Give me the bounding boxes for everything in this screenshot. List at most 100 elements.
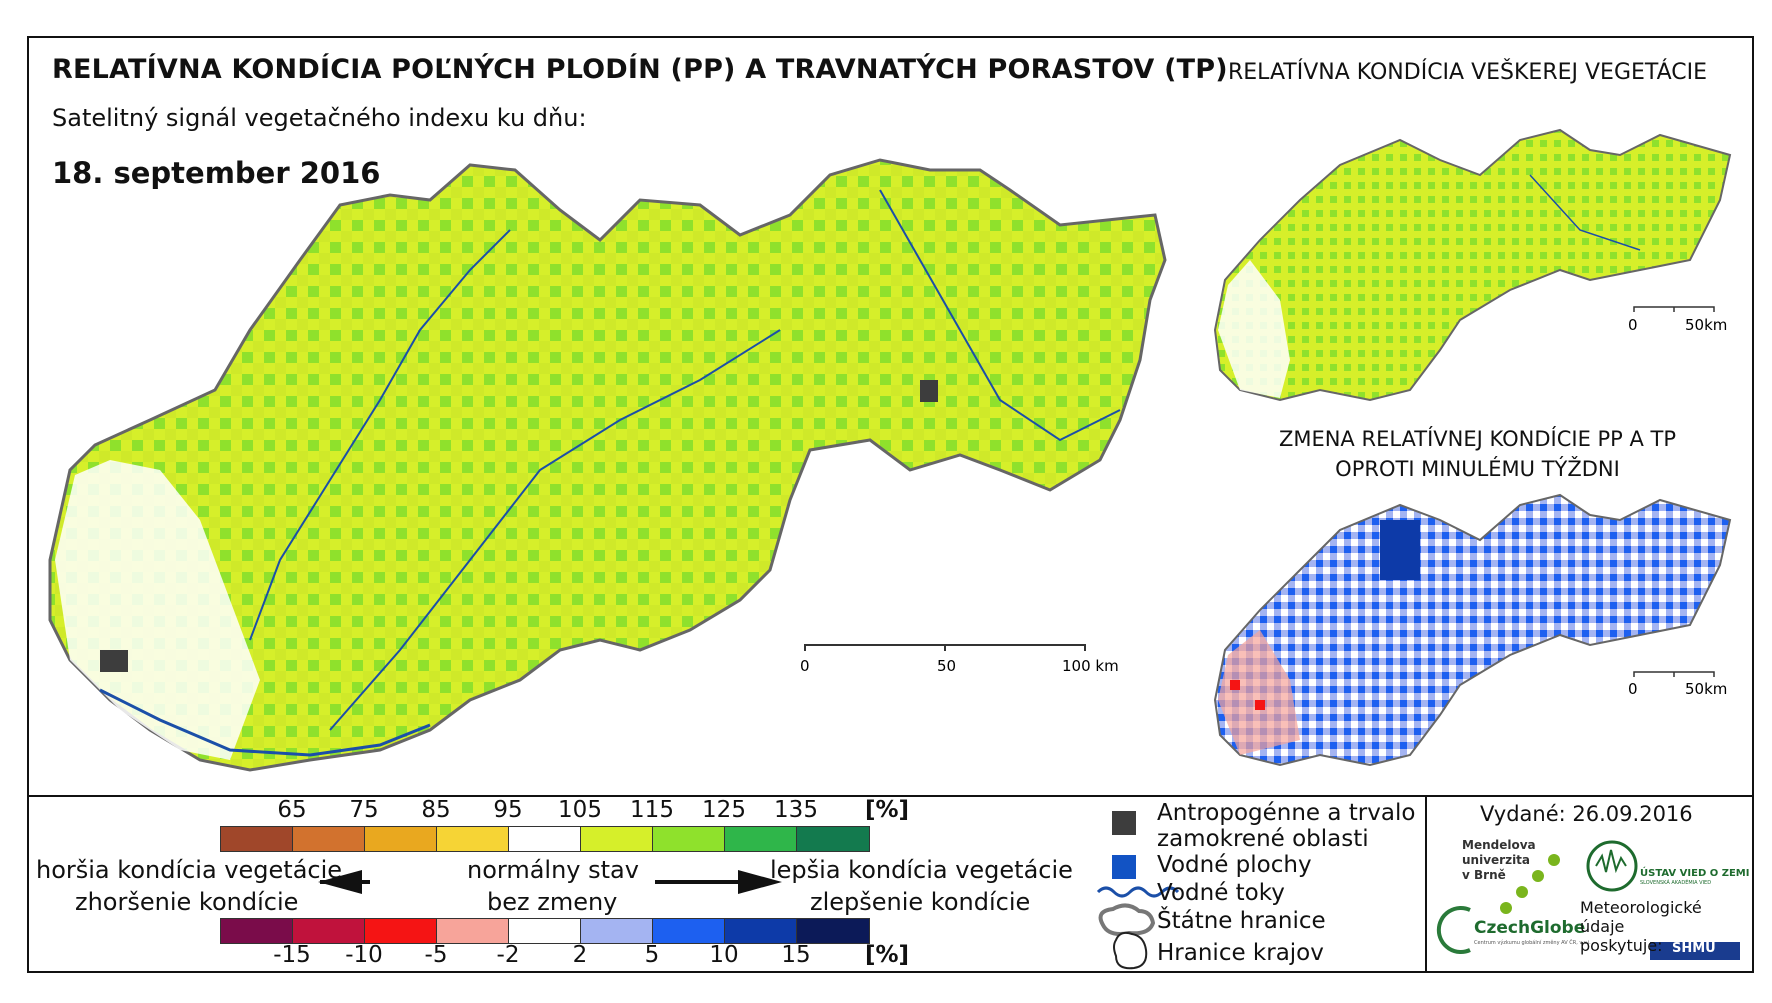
main-map-territory (48, 158, 1167, 772)
change-tick-label: 5 (644, 942, 660, 968)
mendel-line1: Mendelova (1462, 838, 1536, 852)
worse-condition-label: horšia kondícia vegetácie (36, 856, 343, 884)
change-tick-label: -10 (345, 942, 383, 968)
condition-scale-unit: [%] (865, 797, 910, 823)
condition-tick-label: 105 (558, 797, 602, 823)
normal-state-label: normálny stav (467, 856, 639, 884)
condition-tick-label: 85 (421, 797, 451, 823)
condition-swatch-2 (365, 827, 437, 851)
change-swatch-6 (653, 919, 725, 943)
map-frame (27, 36, 1754, 973)
state-border-label: Štátne hranice (1157, 908, 1326, 934)
change-tick-label: -5 (424, 942, 448, 968)
change-swatch-0 (221, 919, 293, 943)
meteo-line1: Meteorologické (1580, 898, 1702, 917)
change-swatch-7 (725, 919, 797, 943)
improvement-label: zlepšenie kondície (810, 888, 1031, 916)
change-map (1213, 493, 1732, 767)
left-arrow-head (318, 870, 362, 894)
meteo-line3: poskytuje: (1580, 936, 1663, 955)
vegetation-map-river (1529, 174, 1641, 251)
issue-date: Vydané: 26.09.2016 (1480, 802, 1693, 826)
vegetation-map-territory (1213, 128, 1732, 402)
main-scalebar-label-2: 100 km (1062, 657, 1119, 675)
condition-swatch-3 (437, 827, 509, 851)
change-tick-label: 10 (709, 942, 739, 968)
czechglobe-small-text: Centrum výzkumu globální změny AV ČR, v.… (1474, 940, 1591, 946)
vegetation-map-west (1218, 260, 1290, 398)
change-map-west-mixed (1218, 630, 1300, 755)
issue-panel (1425, 795, 1754, 973)
change-swatch-1 (293, 919, 365, 943)
change-map-improvement-area (1380, 520, 1420, 580)
change-map-decline-cell (1255, 700, 1265, 710)
condition-swatch-7 (725, 827, 797, 851)
change-swatch-8 (797, 919, 869, 943)
main-scalebar: 0 50 100 km (800, 644, 1119, 675)
condition-swatch-6 (653, 827, 725, 851)
condition-color-scale (220, 826, 870, 852)
river-legend-icon (1096, 886, 1180, 898)
region-border-icon (1113, 931, 1148, 970)
small-scalebar-top: 0 50km (1628, 306, 1727, 334)
change-tick-label: 15 (781, 942, 811, 968)
condition-tick-label: 115 (630, 797, 674, 823)
condition-tick-label: 65 (277, 797, 307, 823)
main-scalebar-label-0: 0 (800, 657, 810, 675)
main-scalebar-label-1: 50 (937, 657, 956, 675)
main-condition-map (48, 158, 1167, 772)
main-map-river-vah (249, 229, 511, 641)
better-condition-label: lepšia kondícia vegetácie (770, 856, 1073, 884)
change-swatch-3 (437, 919, 509, 943)
small-scalebar-top-1: 50km (1685, 316, 1727, 334)
main-map-river-east (879, 189, 1121, 442)
small-scalebar-bottom-0: 0 (1628, 680, 1638, 698)
region-border-label: Hranice krajov (1157, 940, 1324, 966)
condition-tick-label: 95 (493, 797, 523, 823)
condition-swatch-8 (797, 827, 869, 851)
condition-swatch-5 (581, 827, 653, 851)
uvoz-text: ÚSTAV VIED O ZEMI (1640, 868, 1750, 879)
condition-swatch-1 (293, 827, 365, 851)
change-tick-label: -15 (273, 942, 311, 968)
change-swatch-2 (365, 919, 437, 943)
condition-tick-label: 135 (774, 797, 818, 823)
small-scalebar-bottom-1: 50km (1685, 680, 1727, 698)
water-body-label: Vodné plochy (1157, 852, 1312, 878)
map-date: 18. september 2016 (52, 156, 381, 190)
legend-panel (27, 795, 1754, 973)
no-change-label: bez zmeny (487, 888, 618, 916)
mendel-line3: v Brně (1462, 868, 1506, 882)
czechglobe-text: CzechGlobe (1474, 918, 1586, 938)
change-color-scale (220, 918, 870, 944)
meteo-line2: údaje (1580, 917, 1625, 936)
anthropogenic-label-2: zamokrené oblasti (1157, 826, 1369, 852)
change-map-territory (1213, 493, 1732, 767)
condition-swatch-0 (221, 827, 293, 851)
map-subtitle: Satelitný signál vegetačného indexu ku d… (52, 104, 587, 132)
condition-tick-label: 125 (702, 797, 746, 823)
map-title: RELATÍVNA KONDÍCIA POĽNÝCH PLODÍN (PP) A… (52, 54, 1228, 85)
change-tick-label: 2 (572, 942, 588, 968)
change-map-decline-cell (1230, 680, 1240, 690)
mendel-logo-text: Mendelova univerzita v Brně (1462, 838, 1536, 883)
change-map-title: ZMENA RELATÍVNEJ KONDÍCIE PP A TP OPROTI… (1195, 424, 1760, 484)
main-map-river-hron (329, 329, 781, 731)
right-arrow-head (738, 870, 782, 894)
condition-tick-label: 75 (349, 797, 379, 823)
change-tick-label: -2 (496, 942, 520, 968)
small-scalebar-top-0: 0 (1628, 316, 1638, 334)
vegetation-map-title: RELATÍVNA KONDÍCIA VEŠKEREJ VEGETÁCIE (1228, 60, 1708, 85)
main-map-west-lowland (55, 460, 260, 760)
vegetation-condition-map (1213, 128, 1732, 402)
water-body-swatch (1112, 855, 1136, 879)
small-scalebar-bottom: 0 50km (1628, 671, 1727, 698)
change-swatch-5 (581, 919, 653, 943)
main-map-river-danube (99, 688, 431, 757)
river-label: Vodné toky (1157, 880, 1285, 906)
main-map-city-kosice (920, 380, 938, 402)
change-swatch-4 (509, 919, 581, 943)
anthropogenic-label-1: Antropogénne a trvalo (1157, 800, 1416, 826)
change-title-line1: ZMENA RELATÍVNEJ KONDÍCIE PP A TP (1278, 427, 1677, 451)
